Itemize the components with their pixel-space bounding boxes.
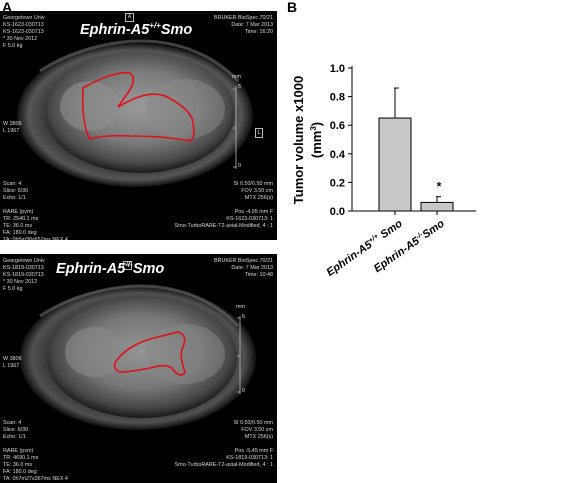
y-tick-label: 0.4	[330, 149, 346, 161]
overlay-top-left: Georgetown Univ KS-1623-030713 KS-1623-0…	[3, 15, 45, 49]
overlay-top-right: BRUKER BioSpec 70/21 Date: 7 Mar 2013 Ti…	[213, 258, 273, 278]
mm-label: mm	[236, 304, 245, 310]
mm-label: mm	[232, 74, 241, 80]
mm-tick-5: 5	[238, 84, 241, 90]
panel-a-letter: A	[2, 0, 13, 15]
mri-image-knockout: Georgetown Univ KS-1819-030713 KS-1819-0…	[0, 254, 277, 483]
tumor-volume-chart: 0.0 0.2 0.4 0.6 0.8 1.0 Ephrin-A5+/+ Smo * Ephri…	[291, 63, 476, 279]
overlay-bottom-left: Scan: 4 Slice: 6/30 Echo: 1/1 RARE (pvm)…	[3, 420, 68, 482]
x-category-label: Ephrin-A5+/+ Smo	[324, 217, 404, 278]
y-tick-label: 0.8	[330, 92, 345, 104]
mri-image-wildtype: Georgetown Univ KS-1623-030713 KS-1623-0…	[0, 11, 277, 240]
image-title-wildtype: Ephrin-A5+/+Smo	[80, 21, 193, 38]
overlay-top-left: Georgetown Univ KS-1819-030713 KS-1819-0…	[3, 258, 45, 292]
panel-b-letter: B	[287, 0, 298, 15]
orientation-marker-a: A	[125, 13, 134, 22]
y-tick-label: 0.2	[330, 177, 345, 189]
x-category-label: Ephrin-A5-/-Smo	[372, 217, 447, 275]
mri-scan-knockout	[20, 284, 256, 430]
y-tick-label: 1.0	[330, 63, 345, 75]
overlay-mid-left: W 3806 L 1967	[3, 121, 22, 134]
significance-marker: *	[437, 180, 442, 194]
tumor-outline	[81, 71, 195, 142]
y-tick-label: 0.6	[330, 120, 345, 132]
overlay-bottom-left: Scan: 4 Slice: 6/30 Echo: 1/1 RARE (pvm)…	[3, 181, 68, 240]
overlay-top-right: BRUKER BioSpec 70/21 Date: 7 Mar 2013 Ti…	[213, 15, 273, 35]
mm-tick-0: 0	[242, 388, 245, 394]
bar	[378, 117, 412, 212]
mm-tick-5: 5	[242, 314, 245, 320]
bar	[420, 201, 454, 212]
overlay-bottom-right: SI 0.50/0.50 mm FOV 3.50 cm MTX 256(s) P…	[174, 181, 273, 229]
orientation-marker-a: A	[123, 261, 132, 270]
image-title-knockout: Ephrin-A5-/-Smo	[56, 260, 165, 277]
y-axis-unit: (mm3)	[309, 122, 324, 158]
tumor-outline	[113, 331, 186, 376]
overlay-mid-left: W 3806 L 1967	[3, 356, 22, 369]
side-marker-l: L	[255, 128, 263, 138]
overlay-bottom-right: SI 0.50/0.50 mm FOV 3.50 cm MTX 256(s) P…	[174, 420, 273, 468]
mri-scan-wildtype	[17, 39, 253, 187]
y-axis-label: Tumor volume x1000	[291, 76, 306, 204]
y-tick-label: 0.0	[330, 206, 345, 218]
mm-tick-0: 0	[238, 163, 241, 169]
